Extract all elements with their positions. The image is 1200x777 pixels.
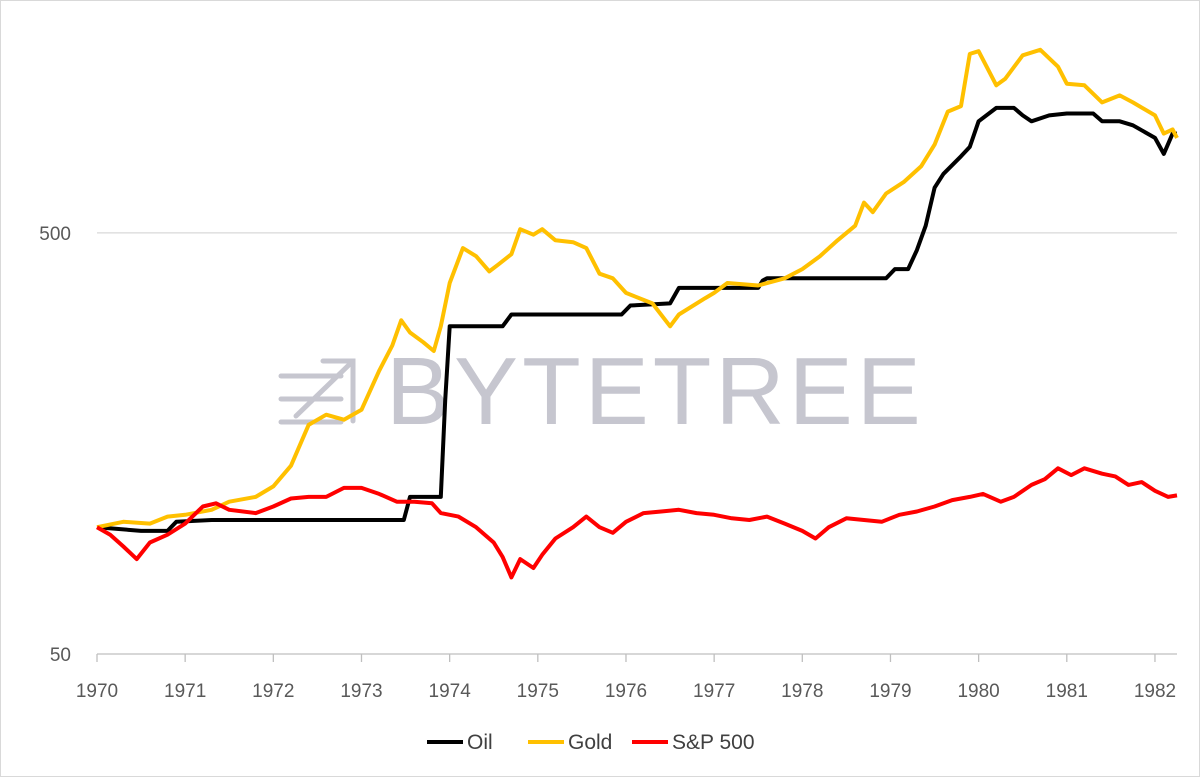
x-tick-label: 1981 xyxy=(1046,681,1088,702)
watermark-text: BYTETREE xyxy=(386,338,925,445)
legend-label: Oil xyxy=(467,731,493,754)
x-tick-label: 1979 xyxy=(869,681,911,702)
x-tick-label: 1970 xyxy=(76,681,118,702)
series-lines xyxy=(97,50,1177,578)
x-tick-label: 1977 xyxy=(693,681,735,702)
x-tick-label: 1978 xyxy=(781,681,823,702)
x-tick-label: 1973 xyxy=(340,681,382,702)
bytetree-watermark: BYTETREE xyxy=(281,338,925,445)
x-axis: 1970 1971 1972 1973 1974 1975 1976 1977 1978 1979… xyxy=(76,654,1177,702)
legend-label: S&P 500 xyxy=(672,731,755,754)
y-axis-labels: 50 500 xyxy=(39,224,71,666)
legend-label: Gold xyxy=(568,731,612,754)
bytetree-logo-icon xyxy=(281,361,353,422)
series-line-gold xyxy=(97,50,1177,527)
x-tick-label: 1982 xyxy=(1134,681,1176,702)
x-tick-label: 1975 xyxy=(517,681,559,702)
x-tick-label: 1980 xyxy=(957,681,999,702)
x-tick-label: 1974 xyxy=(429,681,472,702)
x-tick-label: 1976 xyxy=(605,681,647,702)
x-tick-label: 1972 xyxy=(252,681,294,702)
y-tick-label: 500 xyxy=(39,224,71,245)
y-tick-label: 50 xyxy=(50,645,71,666)
series-line-s-p-500 xyxy=(97,468,1177,577)
x-tick-label: 1971 xyxy=(164,681,206,702)
series-line-oil xyxy=(97,108,1177,531)
legend: Oil Gold S&P 500 xyxy=(427,731,755,754)
